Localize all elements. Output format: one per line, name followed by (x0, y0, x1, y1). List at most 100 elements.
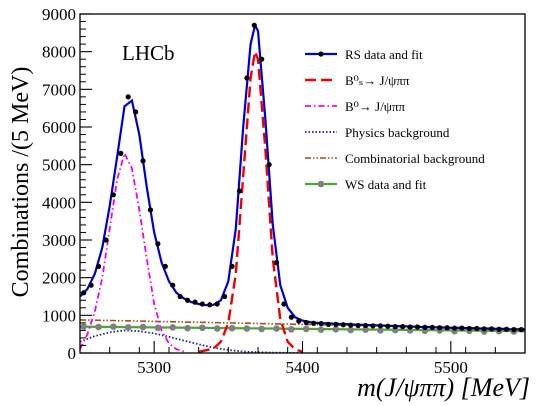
ws-data-point (213, 325, 221, 332)
rs-data-point (133, 109, 139, 115)
rs-data-point (474, 325, 480, 332)
rs-data-point (318, 321, 324, 327)
rs-data-point (296, 318, 302, 324)
rs-data-point (496, 326, 502, 332)
rs-data-point (125, 94, 131, 100)
y-tick-label: 0 (68, 344, 77, 363)
rs-data-point (370, 323, 376, 329)
ws-data-point (302, 325, 310, 333)
rs-data-point (355, 322, 361, 329)
rs-data-point (251, 22, 257, 28)
legend-item-phys: Physics background (305, 125, 450, 140)
y-tick-label: 8000 (42, 43, 76, 62)
rs-data-point (177, 293, 183, 300)
ws-data-point (124, 324, 132, 331)
rs-data-point (333, 321, 339, 327)
rs-data-point (244, 75, 250, 81)
rs-data-point (118, 150, 124, 156)
x-tick-label: 5300 (137, 358, 171, 377)
ws-data-point (377, 327, 384, 334)
ws-data-point (317, 326, 325, 333)
series-line-combinatorial-background (80, 319, 525, 330)
rs-data-point (340, 322, 346, 328)
ws-data-point (332, 325, 340, 333)
rs-data-point (288, 314, 294, 320)
y-tick-label: 2000 (42, 269, 76, 288)
ws-data-point (169, 324, 177, 331)
series-line-physics-background (80, 329, 303, 353)
ws-data-point (139, 323, 147, 331)
rs-data-point (140, 158, 146, 164)
ws-data-point (347, 326, 355, 334)
x-tick-label: 5500 (434, 358, 468, 377)
rs-data-point (162, 263, 168, 269)
rs-data-point (192, 299, 198, 305)
rs-data-point (489, 326, 495, 332)
legend-marker (318, 51, 324, 57)
series-line-bd (80, 150, 185, 353)
rs-data-point (400, 324, 406, 330)
ws-data-point (110, 323, 117, 330)
ws-data-point (199, 324, 206, 332)
rs-data-point (481, 326, 487, 332)
rs-data-point (259, 56, 265, 62)
legend-item-bd: B⁰→ J/ψππ (305, 99, 406, 114)
legend-label: RS data and fit (345, 47, 423, 62)
rs-data-point (518, 327, 524, 333)
rs-data-point (392, 324, 398, 330)
rs-data-point (311, 320, 317, 326)
rs-data-point (362, 322, 369, 329)
y-tick-label: 9000 (42, 5, 76, 24)
rs-data-point (155, 241, 161, 247)
experiment-label: LHCb (122, 41, 175, 65)
rs-data-point (503, 326, 510, 332)
rs-data-point (281, 301, 287, 307)
ws-data-point (273, 325, 280, 332)
rs-data-point (303, 319, 309, 326)
y-tick-label: 5000 (42, 156, 76, 175)
series-line-rs-fit (80, 22, 525, 331)
rs-data-point (511, 327, 517, 333)
legend-label: B⁰→ J/ψππ (345, 99, 406, 114)
ws-data-point (228, 324, 236, 332)
rs-data-point (385, 323, 391, 329)
rs-data-point (110, 192, 116, 198)
legend-marker (317, 180, 325, 188)
ws-data-point (154, 324, 162, 332)
rs-data-point (214, 301, 220, 307)
legend-label: WS data and fit (345, 177, 427, 192)
rs-data-point (147, 207, 154, 213)
rs-data-point (95, 263, 102, 269)
legend-item-bs: B⁰ₛ→ J/ψππ (305, 73, 410, 88)
rs-data-point (88, 282, 94, 288)
rs-data-point (170, 282, 176, 288)
legend-item-rs: RS data and fit (305, 47, 423, 62)
ws-data-point (258, 325, 266, 333)
rs-data-point (466, 325, 472, 332)
y-tick-label: 6000 (42, 118, 76, 137)
rs-data-point (266, 162, 272, 168)
x-tick-label: 5400 (286, 358, 320, 377)
ws-data-point (95, 323, 102, 331)
rs-data-point (451, 325, 458, 331)
ws-data-point (362, 326, 369, 333)
rs-data-point (444, 325, 450, 331)
y-tick-label: 1000 (42, 306, 76, 325)
ws-data-point (288, 325, 295, 333)
rs-data-point (103, 237, 109, 243)
rs-data-point (377, 323, 383, 329)
marker-layer (80, 22, 524, 335)
legend-label: Combinatorial background (345, 151, 485, 166)
rs-data-point (422, 324, 428, 330)
ws-data-point (243, 325, 251, 332)
rs-data-point (184, 297, 191, 303)
rs-data-point (407, 324, 413, 330)
legend-item-comb: Combinatorial background (305, 151, 485, 166)
ws-data-point (80, 323, 88, 330)
axes: 0 1000 2000 3000 4000 5000 6000 7000 8000 9000 530… (42, 5, 526, 377)
y-tick-label: 7000 (42, 80, 76, 99)
ws-data-point (184, 324, 191, 332)
y-tick-label: 4000 (42, 193, 76, 212)
rs-data-point (236, 188, 243, 194)
